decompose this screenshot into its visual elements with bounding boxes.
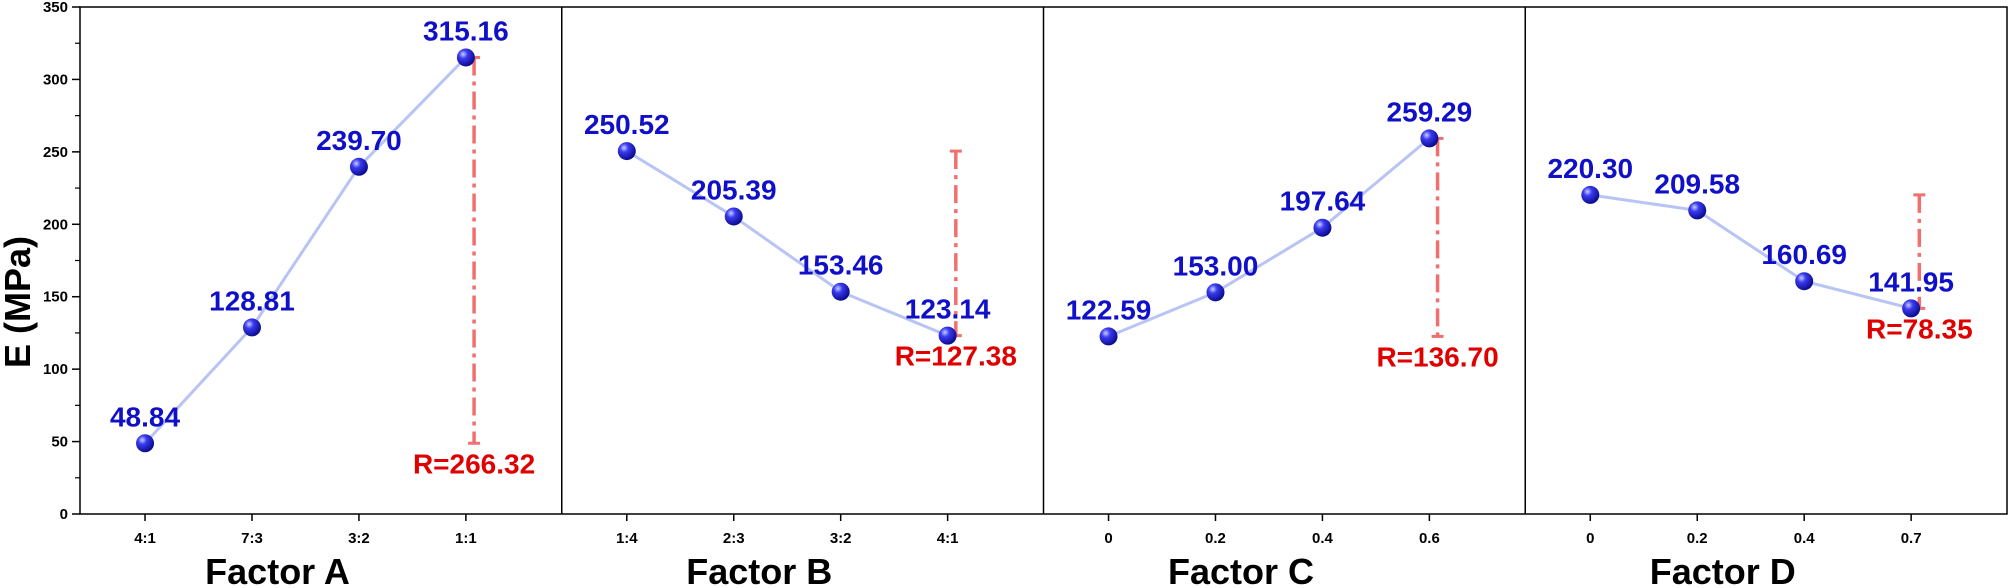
data-point — [1420, 129, 1439, 148]
data-point — [1688, 201, 1707, 220]
data-point — [1099, 327, 1118, 346]
data-value-label: 122.59 — [1066, 294, 1152, 325]
data-value-label: 209.58 — [1654, 168, 1740, 199]
range-label: R=136.70 — [1376, 341, 1498, 372]
series-line — [143, 56, 467, 445]
data-point — [1902, 299, 1921, 318]
series-line — [1590, 193, 1912, 310]
x-category-label: 0 — [1104, 530, 1112, 547]
data-value-label: 153.46 — [798, 250, 884, 281]
data-point — [1313, 218, 1332, 237]
x-category-label: 0.4 — [1794, 530, 1816, 547]
data-value-label: 315.16 — [423, 15, 509, 46]
x-category-label: 0.4 — [1312, 530, 1334, 547]
y-tick-label: 250 — [43, 144, 68, 161]
data-value-label: 220.30 — [1547, 153, 1633, 184]
data-point — [1206, 283, 1225, 302]
data-value-label: 123.14 — [905, 294, 991, 325]
data-point — [831, 282, 850, 301]
data-point — [136, 434, 155, 453]
x-category-label: 4:1 — [937, 530, 959, 547]
x-category-label: 1:1 — [455, 530, 477, 547]
data-value-label: 239.70 — [316, 125, 402, 156]
data-value-label: 197.64 — [1280, 186, 1366, 217]
y-tick-label: 350 — [43, 0, 68, 16]
range-label: R=266.32 — [413, 448, 535, 479]
x-category-label: 4:1 — [134, 530, 156, 547]
y-tick-label: 150 — [43, 289, 68, 306]
data-value-label: 153.00 — [1173, 250, 1259, 281]
range-label: R=78.35 — [1866, 313, 1973, 344]
data-value-label: 205.39 — [691, 174, 777, 205]
x-category-label: 7:3 — [241, 530, 263, 547]
x-category-label: 1:4 — [616, 530, 638, 547]
data-value-label: 259.29 — [1387, 96, 1473, 127]
x-category-label: 2:3 — [723, 530, 745, 547]
data-value-label: 160.69 — [1761, 239, 1847, 270]
series-line — [626, 149, 949, 338]
y-tick-label: 200 — [43, 216, 68, 233]
data-point — [617, 142, 636, 161]
data-point — [349, 157, 368, 176]
x-category-label: 0.2 — [1687, 530, 1708, 547]
y-tick-label: 50 — [51, 434, 68, 451]
data-value-label: 48.84 — [110, 401, 180, 432]
data-point — [1795, 272, 1814, 291]
data-point — [456, 48, 475, 67]
x-category-label: 3:2 — [830, 530, 852, 547]
series-line — [1107, 137, 1431, 338]
y-axis-label: E (MPa) — [0, 236, 38, 368]
data-value-label: 141.95 — [1868, 266, 1954, 297]
x-category-label: 0 — [1586, 530, 1594, 547]
panel-x-label: Factor B — [686, 551, 832, 588]
panel-x-label: Factor C — [1168, 551, 1314, 588]
y-tick-label: 300 — [43, 71, 68, 88]
data-point — [1581, 185, 1600, 204]
x-category-label: 0.2 — [1205, 530, 1226, 547]
x-category-label: 0.6 — [1419, 530, 1440, 547]
data-value-label: 250.52 — [584, 109, 670, 140]
x-category-label: 3:2 — [348, 530, 370, 547]
range-label: R=127.38 — [895, 341, 1017, 372]
x-category-label: 0.7 — [1901, 530, 1922, 547]
y-tick-label: 0 — [60, 506, 68, 523]
data-point — [938, 326, 957, 345]
data-point — [242, 318, 261, 337]
data-value-label: 128.81 — [209, 285, 295, 316]
data-point — [724, 207, 743, 226]
panel-x-label: Factor D — [1650, 551, 1796, 588]
y-tick-label: 100 — [43, 361, 68, 378]
panel-x-label: Factor A — [205, 551, 350, 588]
